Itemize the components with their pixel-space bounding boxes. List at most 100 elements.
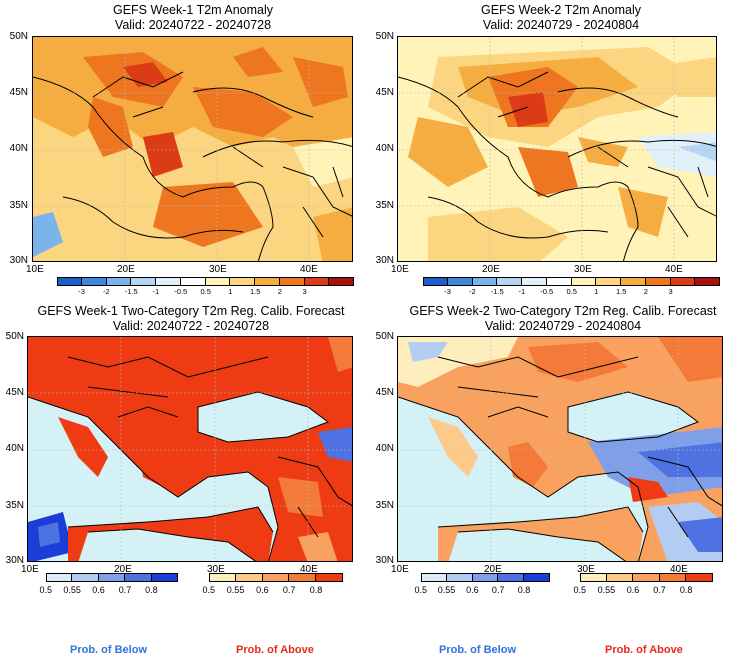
below-colorbar-labels: 0.5 0.55 0.6 0.7 0.8 — [415, 585, 550, 596]
colorbar-label: 0.6 — [626, 585, 640, 595]
colorbar-cell — [580, 573, 607, 582]
lat-label: 50N — [375, 31, 394, 42]
lat-label: 45N — [375, 87, 394, 98]
colorbar-cell — [72, 573, 99, 582]
colorbar-cell — [621, 277, 646, 286]
lat-label: 35N — [9, 200, 28, 211]
colorbar-cell — [279, 277, 305, 286]
colorbar-label: 1.5 — [250, 287, 261, 296]
colorbar-label: 0.55 — [437, 585, 456, 595]
lon-label: 20E — [114, 564, 132, 575]
below-colorbar — [421, 573, 550, 582]
colorbar-cell — [446, 573, 473, 582]
colorbar-cell — [472, 573, 499, 582]
colorbar-label: 2 — [277, 287, 282, 296]
colorbar-label: 3 — [668, 287, 673, 296]
prob-below-label: Prob. of Below — [439, 644, 516, 656]
colorbar-cell — [106, 277, 132, 286]
colorbar-cell — [421, 573, 447, 582]
colorbar-cell — [546, 277, 572, 286]
colorbar-cell — [633, 573, 660, 582]
colorbar-label: 0.55 — [63, 585, 81, 595]
lon-label: 30E — [577, 564, 595, 575]
lat-label: 50N — [375, 331, 394, 342]
lon-label: 30E — [207, 564, 225, 575]
colorbar-cell — [498, 573, 525, 582]
colorbar-label: 2 — [643, 287, 648, 296]
colorbar-label: -1.5 — [124, 287, 138, 296]
colorbar-cell — [156, 277, 181, 286]
colorbar-label: -1 — [152, 287, 160, 296]
colorbar-cell — [571, 277, 597, 286]
anomaly-map — [397, 36, 717, 262]
colorbar-cell — [606, 573, 634, 582]
colorbar-cell — [125, 573, 152, 582]
colorbar-cell — [57, 277, 82, 286]
colorbar-label: 0.8 — [145, 585, 158, 595]
lat-label: 40N — [5, 443, 24, 454]
lon-label: 40E — [670, 564, 688, 575]
panel-week2-probability: GEFS Week-2 Two-Category T2m Reg. Calib.… — [370, 300, 740, 662]
colorbar-cell — [230, 277, 255, 286]
colorbar-label: 0.5 — [202, 585, 216, 595]
colorbar-label: 0.5 — [200, 287, 211, 296]
colorbar-cell — [472, 277, 498, 286]
panel-week1-anomaly: GEFS Week-1 T2m Anomaly Valid: 20240722 … — [0, 0, 370, 300]
panel-title: GEFS Week-1 Two-Category T2m Reg. Calib.… — [37, 304, 345, 318]
anomaly-map-graphic — [398, 37, 716, 261]
colorbar-cell — [98, 573, 126, 582]
below-colorbar — [46, 573, 178, 582]
colorbar-label: 1 — [228, 287, 233, 296]
lat-label: 40N — [375, 443, 394, 454]
colorbar-cell — [304, 277, 330, 286]
panel-title: GEFS Week-1 T2m Anomaly — [112, 3, 273, 17]
lat-label: 35N — [5, 500, 24, 511]
colorbar-label: 0.8 — [679, 585, 693, 595]
colorbar-frame — [57, 277, 354, 286]
panel-valid-dates: Valid: 20240722 - 20240728 — [112, 319, 270, 333]
lat-label: 50N — [5, 331, 24, 342]
colorbar-label: 0.7 — [282, 585, 296, 595]
panel-week1-probability: GEFS Week-1 Two-Category T2m Reg. Calib.… — [0, 300, 370, 662]
panel-title: GEFS Week-2 T2m Anomaly — [480, 3, 641, 17]
panel-valid-dates: Valid: 20240729 - 20240804 — [482, 18, 640, 32]
lat-label: 50N — [9, 31, 28, 42]
colorbar-label: 0.7 — [653, 585, 666, 595]
anomaly-map — [32, 36, 353, 262]
lon-label: 40E — [300, 564, 318, 575]
panel-valid-dates: Valid: 20240729 - 20240804 — [484, 319, 642, 333]
prob-above-label: Prob. of Above — [605, 644, 683, 656]
colorbar-label: 1.5 — [616, 287, 627, 296]
colorbar-cell — [262, 573, 290, 582]
colorbar-label: 0.7 — [118, 585, 132, 595]
lat-label: 40N — [375, 143, 394, 154]
panel-valid-dates: Valid: 20240722 - 20240728 — [114, 18, 272, 32]
colorbar-label: 0.6 — [92, 585, 105, 595]
anomaly-colorbar — [57, 277, 354, 286]
colorbar-frame — [423, 277, 720, 286]
above-colorbar-labels: 0.5 0.55 0.6 0.7 0.8 — [574, 585, 713, 596]
colorbar-label: -2 — [469, 287, 476, 296]
colorbar-frame — [421, 573, 550, 582]
colorbar-cell — [46, 573, 73, 582]
colorbar-cell — [447, 277, 473, 286]
colorbar-label: 0.7 — [491, 585, 505, 595]
probability-map-graphic — [28, 337, 352, 561]
colorbar-label: -0.5 — [540, 287, 554, 296]
lat-label: 30N — [375, 555, 394, 566]
colorbar-label: 0.55 — [226, 585, 245, 595]
colorbar-cell — [131, 277, 156, 286]
colorbar-cell — [235, 573, 263, 582]
lon-label: 10E — [26, 264, 44, 275]
lat-label: 35N — [375, 200, 394, 211]
colorbar-label: 3 — [302, 287, 307, 296]
colorbar-label: 1 — [594, 287, 599, 296]
colorbar-cell — [497, 277, 522, 286]
panel-week2-anomaly: GEFS Week-2 T2m Anomaly Valid: 20240729 … — [370, 0, 740, 300]
colorbar-label: -3 — [78, 287, 85, 296]
above-colorbar — [580, 573, 713, 582]
prob-above-label: Prob. of Above — [236, 644, 314, 656]
colorbar-label: 0.5 — [414, 585, 428, 595]
lat-label: 35N — [375, 500, 394, 511]
colorbar-label: 0.8 — [309, 585, 323, 595]
